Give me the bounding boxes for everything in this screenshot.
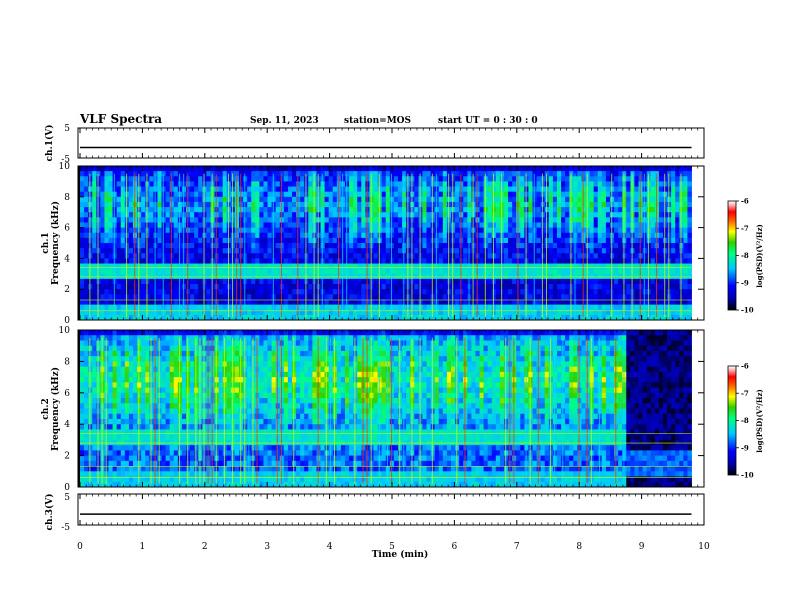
ch1-spectrogram-ytick-10: 10: [59, 162, 71, 172]
time-tick-label-10: 10: [698, 542, 710, 552]
ch1-spectrogram-ytick-4: 4: [64, 254, 70, 264]
ch2-colorbar-tick--9: -9: [741, 443, 749, 452]
figure-title: VLF Spectra: [79, 112, 162, 126]
time-tick-label-8: 8: [576, 542, 582, 552]
ch2-spectrogram-ytick-8: 8: [64, 357, 70, 367]
ch2-colorbar-scale: [727, 365, 737, 476]
date-label: Sep. 11, 2023: [250, 116, 319, 126]
time-tick-label-5: 5: [389, 542, 395, 552]
ch1-colorbar-tick--10: -10: [741, 306, 754, 315]
ch2-spectrogram-ytick-6: 6: [64, 389, 70, 399]
time-axis-ticks: 0 1 2 3 4 5 6 7 8 9 10: [77, 128, 710, 552]
ch1-colorbar: -6 -7 -8 -9 -10 log(PSD)(V²/Hz): [727, 197, 764, 315]
ch2-colorbar-tick--7: -7: [741, 389, 749, 398]
ch2-spectrogram-ytick-4: 4: [64, 420, 70, 430]
station-label: station=MOS: [344, 116, 411, 126]
ch3-ytick-bottom: -5: [61, 523, 70, 533]
ch1-spectrogram-panel: 0 2 4 6 8 10 ch.1 Frequency (kHz): [41, 162, 705, 326]
ch2-spectrogram-image: [78, 330, 692, 488]
time-tick-label-7: 7: [514, 542, 520, 552]
ch1-spectrogram-image: [78, 166, 692, 321]
ch2-colorbar-tick--8: -8: [741, 416, 749, 425]
ch3-voltage-panel: 5 -5 ch.3(V): [44, 493, 705, 533]
time-tick-label-2: 2: [202, 542, 208, 552]
ch1-spectrogram-ytick-6: 6: [64, 224, 70, 234]
time-tick-label-1: 1: [140, 542, 146, 552]
ch2-spectrogram-ylabel-channel: ch.2: [41, 398, 51, 419]
ch1-spectrogram-ytick-0: 0: [64, 316, 70, 326]
time-tick-label-3: 3: [264, 542, 270, 552]
ch3-ytick-top: 5: [64, 493, 70, 503]
ch1-ytick-bottom: -5: [61, 155, 70, 165]
ch3-voltage-frame: [77, 493, 705, 526]
ch2-spectrogram-ytick-2: 2: [64, 452, 70, 462]
ch1-spectrogram-frame: [77, 165, 705, 321]
ch1-colorbar-label: log(PSD)(V²/Hz): [755, 224, 764, 288]
ch2-spectrogram-panel: 0 2 4 6 8 10 ch.2 Frequency (kHz): [41, 326, 705, 493]
ch2-spectrogram-ytick-10: 10: [59, 326, 71, 336]
time-axis-label: Time (min): [372, 549, 429, 560]
ch2-colorbar: -6 -7 -8 -9 -10 log(PSD)(V²/Hz): [727, 362, 764, 480]
ch3-voltage-ylabel: ch.3(V): [44, 494, 55, 531]
ch1-spectrogram-ytick-8: 8: [64, 193, 70, 203]
ch1-colorbar-tick--6: -6: [741, 197, 749, 206]
ch2-colorbar-tick--6: -6: [741, 362, 749, 371]
ch1-spectrogram-ytick-2: 2: [64, 285, 70, 295]
ch1-colorbar-tick--8: -8: [741, 251, 749, 260]
time-tick-label-0: 0: [77, 542, 83, 552]
ch1-spectrogram-ylabel-channel: ch.1: [41, 232, 51, 253]
ch2-colorbar-label: log(PSD)(V²/Hz): [755, 389, 764, 453]
ch1-spectrogram-ylabel-frequency: Frequency (kHz): [50, 201, 61, 285]
ch1-ytick-top: 5: [64, 124, 70, 134]
time-tick-label-4: 4: [327, 542, 333, 552]
ch2-spectrogram-ytick-0: 0: [64, 483, 70, 493]
ch1-colorbar-tick--9: -9: [741, 278, 749, 287]
ch2-spectrogram-ylabel-frequency: Frequency (kHz): [50, 367, 61, 451]
ch1-colorbar-scale: [727, 200, 737, 311]
ch1-voltage-panel: 5 -5 ch.1(V): [44, 124, 705, 165]
time-tick-label-9: 9: [639, 542, 645, 552]
time-tick-label-6: 6: [452, 542, 458, 552]
ch2-colorbar-tick--10: -10: [741, 471, 754, 480]
start-time-label: start UT = 0 : 30 : 0: [438, 116, 538, 126]
ch1-colorbar-tick--7: -7: [741, 224, 749, 233]
ch1-voltage-frame: [77, 127, 705, 159]
ch1-voltage-ylabel: ch.1(V): [44, 125, 55, 162]
ch2-spectrogram-frame: [77, 329, 705, 488]
